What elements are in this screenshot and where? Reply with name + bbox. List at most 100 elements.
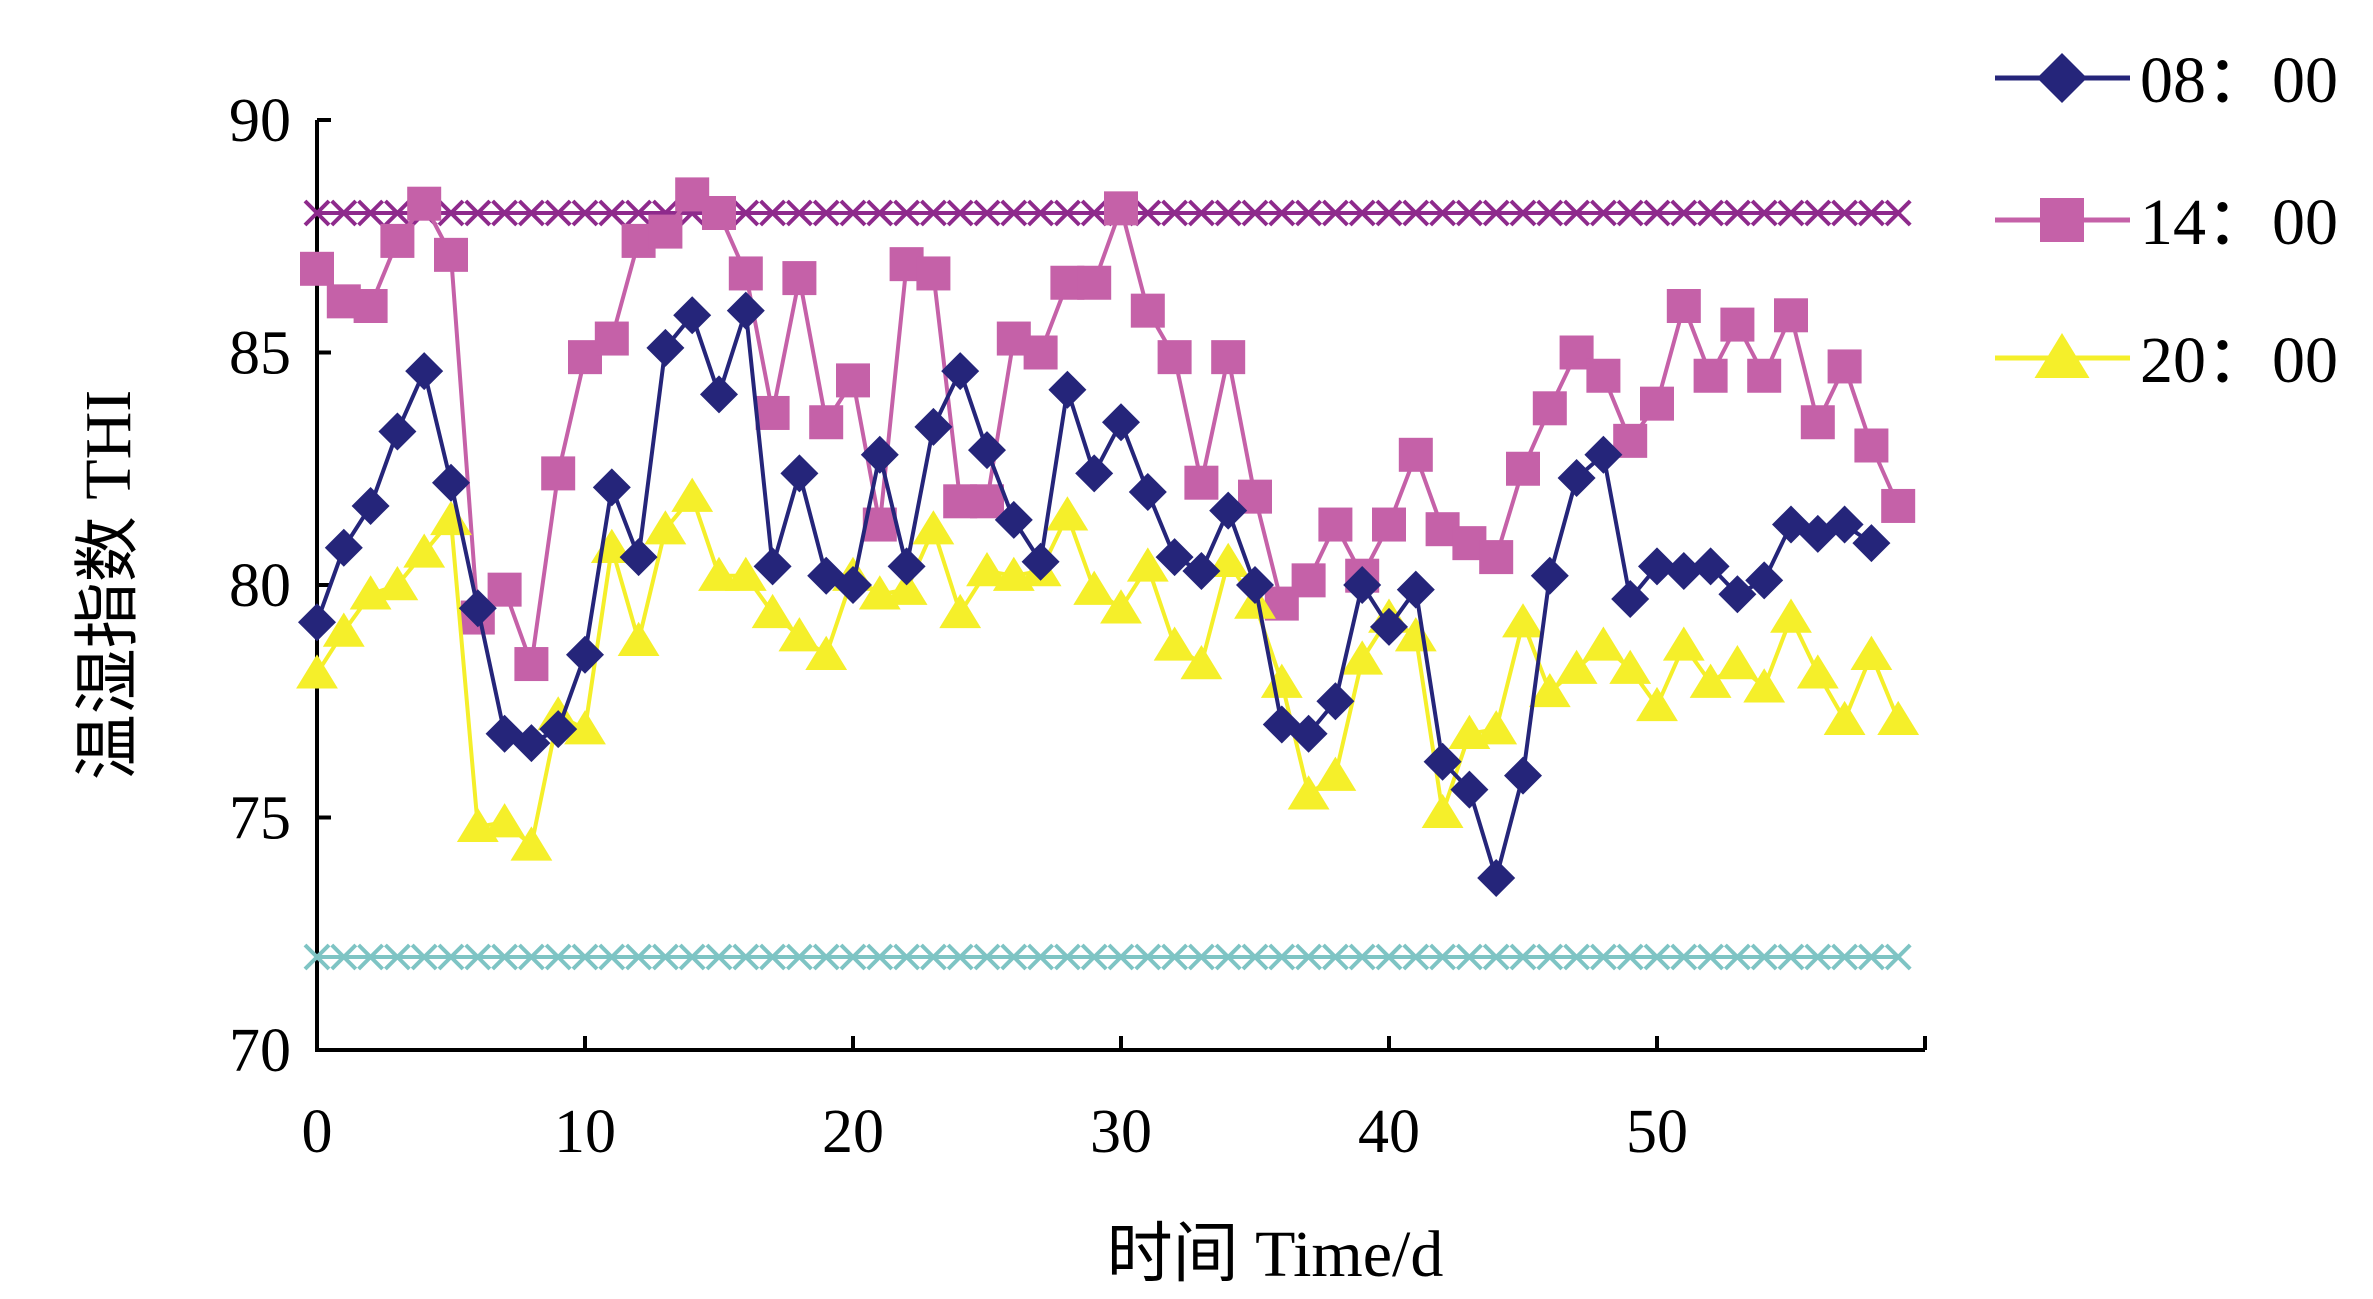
data-point [785, 199, 813, 227]
data-point [517, 199, 545, 227]
data-point [512, 724, 551, 763]
x-marker-stroke [464, 199, 492, 227]
data-point [1750, 199, 1778, 227]
data-point [946, 943, 974, 971]
data-point [1184, 465, 1219, 500]
data-point [705, 943, 733, 971]
data-point [805, 635, 848, 670]
x-marker-stroke [571, 943, 599, 971]
legend-marker [2040, 198, 2084, 242]
data-point [1691, 547, 1730, 586]
data-point [594, 321, 629, 356]
data-point [303, 199, 331, 227]
data-point [378, 412, 417, 451]
data-point [430, 500, 472, 536]
data-point [1823, 700, 1866, 736]
data-point [1804, 943, 1832, 971]
x-marker-stroke [732, 943, 760, 971]
data-point [1107, 943, 1135, 971]
data-point [1260, 663, 1303, 698]
data-point [357, 943, 385, 971]
x-marker-stroke [1509, 199, 1537, 227]
x-marker-stroke [1053, 943, 1081, 971]
data-point [1640, 386, 1674, 421]
x-marker-stroke [1429, 199, 1457, 227]
data-point [407, 186, 442, 221]
data-point [753, 547, 792, 586]
data-point [1455, 943, 1483, 971]
data-point [1100, 589, 1142, 624]
data-point [1214, 199, 1242, 227]
data-point [483, 803, 526, 838]
x-marker-stroke [303, 199, 331, 227]
data-point [812, 943, 840, 971]
data-point [1370, 607, 1408, 646]
data-point [1321, 943, 1349, 971]
x-marker-stroke [625, 943, 653, 971]
data-point [1877, 700, 1920, 736]
data-point [648, 214, 683, 249]
x-marker-stroke [1616, 199, 1644, 227]
data-point [1080, 199, 1108, 227]
data-point [1048, 370, 1087, 409]
data-point [1161, 199, 1189, 227]
data-point [1126, 547, 1169, 582]
x-marker-stroke [303, 943, 331, 971]
data-point [916, 256, 951, 291]
data-point [1341, 640, 1384, 675]
data-point [1073, 570, 1116, 605]
x-marker-stroke [1563, 943, 1591, 971]
x-marker-stroke [1884, 199, 1912, 227]
legend-label: 08：00 [2140, 44, 2338, 117]
data-point [1157, 340, 1192, 375]
data-point [1372, 507, 1406, 542]
data-point [809, 405, 844, 440]
x-marker-stroke [1804, 943, 1832, 971]
x-tick-label: 20 [822, 1098, 884, 1166]
series-line [315, 492, 1901, 850]
data-point [646, 328, 685, 367]
data-point [1611, 579, 1650, 618]
data-point [1854, 428, 1889, 463]
data-point [1316, 682, 1355, 721]
data-point [1662, 626, 1705, 661]
data-point [1750, 943, 1778, 971]
data-point [541, 456, 576, 491]
data-point [1502, 603, 1544, 638]
data-point [866, 943, 894, 971]
data-point [464, 199, 492, 227]
x-marker-stroke [812, 943, 840, 971]
data-point [1589, 199, 1617, 227]
data-point [1161, 943, 1189, 971]
x-marker-stroke [571, 199, 599, 227]
data-point [357, 199, 385, 227]
data-point [893, 199, 921, 227]
data-point [1536, 199, 1564, 227]
x-marker-stroke [1000, 943, 1028, 971]
x-marker-stroke [1750, 199, 1778, 227]
data-point [698, 556, 740, 591]
x-marker-stroke [1777, 199, 1805, 227]
data-point [353, 289, 388, 323]
data-point [437, 199, 465, 227]
data-point [1080, 943, 1108, 971]
data-point [1211, 340, 1246, 375]
x-marker-stroke [1268, 943, 1296, 971]
legend-item: 08：00 [1995, 44, 2338, 117]
x-marker-stroke [866, 199, 894, 227]
data-point [539, 710, 578, 749]
data-point [946, 199, 974, 227]
data-point [1396, 570, 1435, 609]
data-point [1609, 649, 1652, 684]
data-point [491, 199, 519, 227]
data-point [1670, 199, 1698, 227]
data-point [1528, 672, 1571, 708]
x-marker-stroke [1536, 199, 1564, 227]
x-tick-label: 30 [1090, 1098, 1152, 1166]
data-point [1241, 943, 1269, 971]
x-marker-stroke [1348, 199, 1376, 227]
data-point [1475, 710, 1518, 745]
data-point [1555, 649, 1598, 684]
data-point [1287, 775, 1330, 810]
x-marker-stroke [517, 199, 545, 227]
